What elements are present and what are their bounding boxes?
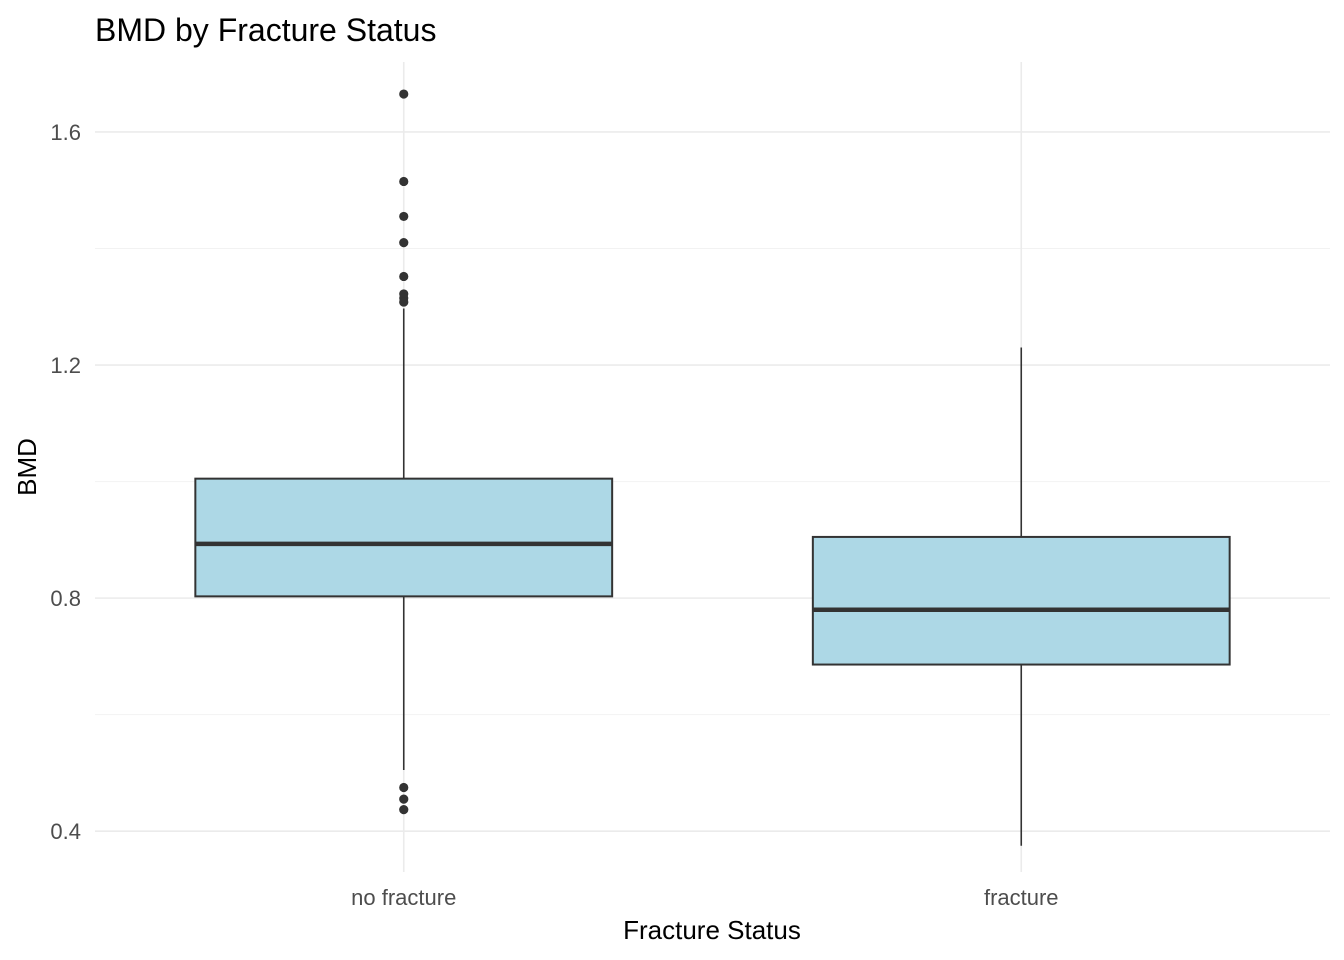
outlier-point <box>399 176 409 187</box>
grid-lines <box>95 62 1330 872</box>
tick-labels: 0.4 0.8 1.2 1.6 no fracture fracture <box>50 120 1058 910</box>
outlier-point <box>399 271 409 282</box>
outlier-point <box>399 805 409 815</box>
y-tick-label: 0.4 <box>50 819 81 844</box>
outlier-point <box>399 211 409 222</box>
x-tick-label: no fracture <box>351 885 456 910</box>
outlier-point <box>399 238 409 248</box>
box-iqr <box>811 535 1231 666</box>
boxes <box>194 89 1231 846</box>
y-tick-label: 1.6 <box>50 120 81 145</box>
outlier-point <box>399 782 409 793</box>
chart-title: BMD by Fracture Status <box>95 12 436 48</box>
y-tick-label: 0.8 <box>50 586 81 611</box>
y-tick-label: 1.2 <box>50 353 81 378</box>
x-tick-label: fracture <box>984 885 1059 910</box>
y-axis-title: BMD <box>12 438 42 496</box>
outlier-point <box>399 89 409 99</box>
outlier-point <box>399 794 409 804</box>
outlier-point <box>399 297 409 307</box>
box-iqr <box>194 477 614 598</box>
x-axis-title: Fracture Status <box>623 915 801 945</box>
